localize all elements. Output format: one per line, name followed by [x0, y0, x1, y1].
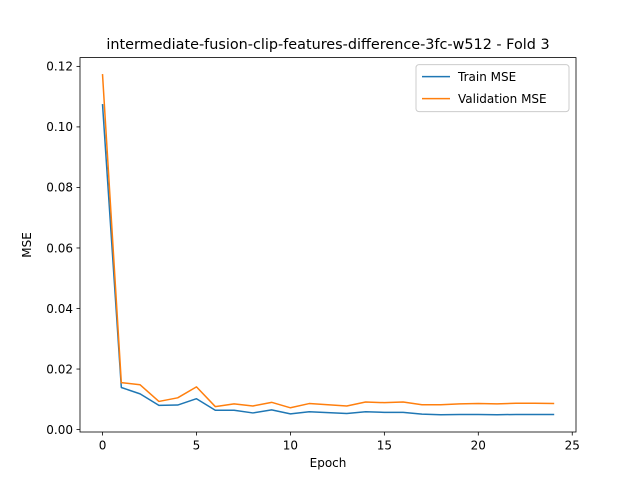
y-tick-label: 0.06 — [46, 241, 73, 255]
series-layer — [101, 74, 555, 416]
plot-frame — [79, 57, 577, 433]
legend-box — [415, 64, 570, 113]
y-tick-label: 0.12 — [46, 60, 73, 74]
y-tick-label: 0.08 — [46, 181, 73, 195]
legend-label: Validation MSE — [458, 92, 547, 106]
legend: Train MSE Validation MSE — [415, 64, 570, 113]
y-axis-ticks: 0.00 0.02 0.04 0.06 0.08 0.10 0.12 — [46, 60, 80, 437]
x-tick-label: 20 — [471, 439, 486, 453]
y-tick-label: 0.04 — [46, 302, 73, 316]
x-tick-label: 15 — [377, 439, 392, 453]
y-axis-title: MSE — [20, 232, 34, 258]
plot-area — [79, 57, 577, 433]
x-tick-label: 10 — [283, 439, 298, 453]
x-tick-label: 0 — [99, 439, 107, 453]
x-axis-ticks: 0 5 10 15 20 25 — [99, 432, 580, 453]
series-line-validation-mse — [101, 74, 555, 409]
y-tick-label: 0.00 — [46, 423, 73, 437]
series-line-train-mse — [101, 104, 555, 416]
y-tick-label: 0.10 — [46, 120, 73, 134]
x-axis-title: Epoch — [310, 456, 347, 470]
chart-title: intermediate-fusion-clip-features-differ… — [106, 37, 549, 53]
x-tick-label: 25 — [565, 439, 580, 453]
y-tick-label: 0.02 — [46, 362, 73, 376]
legend-label: Train MSE — [457, 70, 516, 84]
x-tick-label: 5 — [193, 439, 201, 453]
